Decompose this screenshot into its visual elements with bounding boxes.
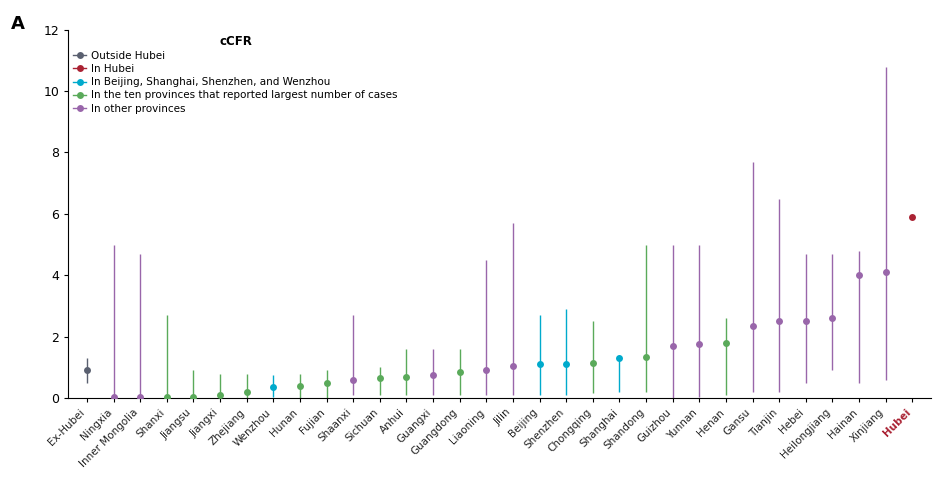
Text: A: A [11, 15, 26, 32]
Legend: Outside Hubei, In Hubei, In Beijing, Shanghai, Shenzhen, and Wenzhou, In the ten: Outside Hubei, In Hubei, In Beijing, Sha… [74, 35, 397, 114]
